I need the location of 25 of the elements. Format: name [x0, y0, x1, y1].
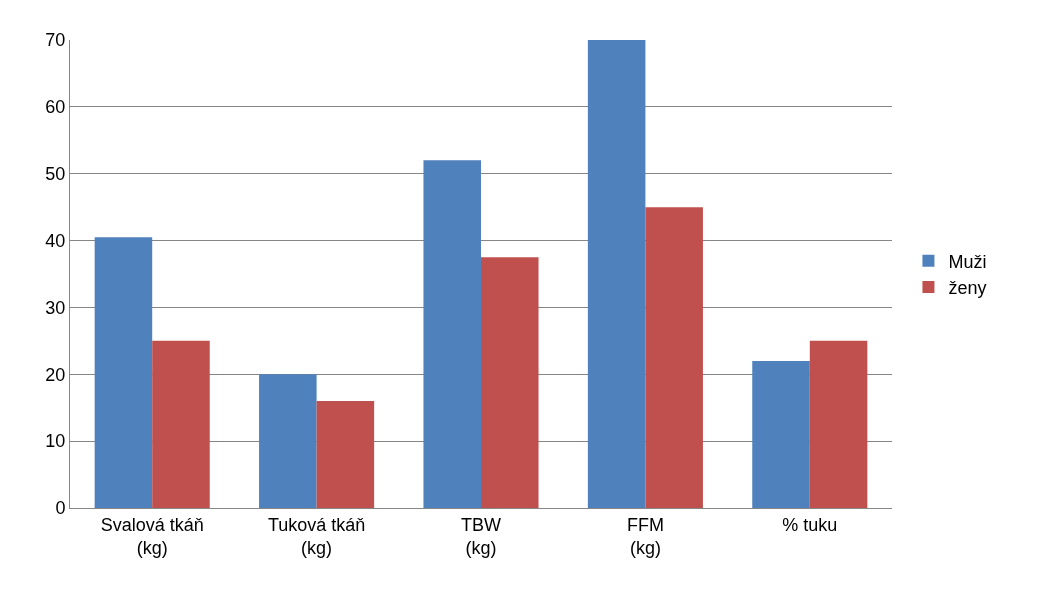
y-tick-label: 30	[45, 297, 66, 318]
y-tick-label: 20	[45, 364, 66, 385]
legend-label: ženy	[948, 278, 987, 299]
x-tick-label: % tuku	[782, 514, 838, 535]
y-tick-label: 50	[45, 164, 66, 185]
x-tick-label: Svalová tkáň (kg)	[100, 514, 204, 558]
bar	[94, 237, 153, 508]
bar	[423, 160, 481, 508]
legend-label: Muži	[948, 251, 987, 272]
y-tick-label: 70	[45, 30, 66, 51]
bar	[752, 360, 810, 508]
y-tick-label: 40	[45, 230, 66, 251]
x-tick-label: TBW (kg)	[461, 514, 501, 558]
y-tick-label: 10	[45, 431, 66, 452]
x-tick-label: FFM (kg)	[626, 514, 664, 558]
bar	[152, 340, 210, 508]
bar	[481, 257, 539, 508]
y-tick-label: 0	[55, 498, 66, 519]
bar	[809, 340, 868, 508]
bar	[259, 374, 317, 508]
y-tick-label: 60	[45, 97, 66, 118]
bar	[645, 207, 703, 508]
bar	[587, 40, 646, 508]
bar	[316, 401, 375, 508]
x-tick-label: Tuková tkáň (kg)	[267, 514, 366, 558]
